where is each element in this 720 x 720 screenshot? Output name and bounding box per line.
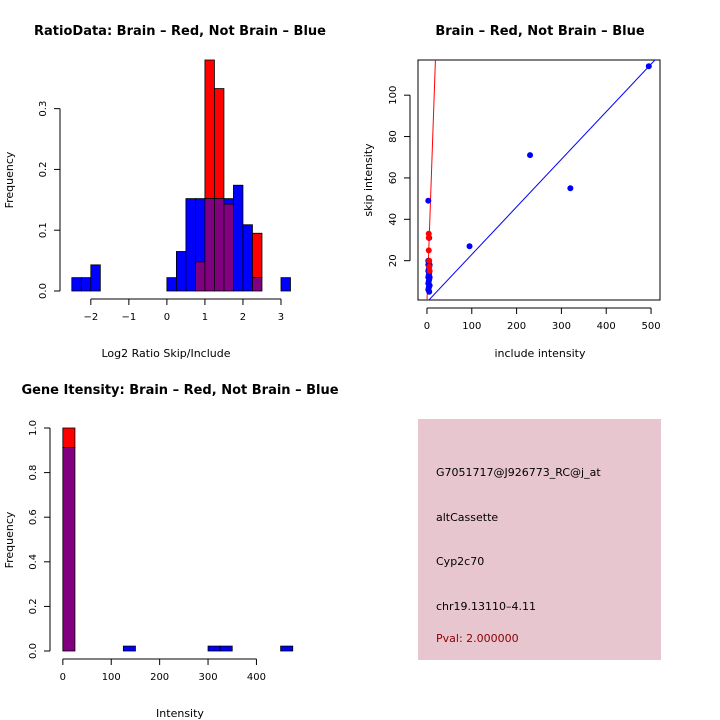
gene-x-tick-label-2: 200 [150,672,169,683]
scatter-point-notbrain-21 [426,288,433,295]
gene-histogram-ylabel: Frequency [3,511,16,568]
info-probe-id: G7051717@J926773_RC@j_at [436,466,601,479]
ratio-x-tick-label-3: 1 [202,312,208,323]
scatter-ylabel: skip intensity [362,143,375,217]
ratio-bar-notbrain-10 [233,184,244,292]
scatter-point-notbrain-23 [426,274,433,281]
gene-x-tick-label-3: 300 [198,672,217,683]
ratio-bar-notbrain-1 [80,277,92,292]
ratio-bar-notbrain-9 [223,198,234,205]
info-event-type: altCassette [436,511,498,524]
ratio-bar-notbrain-3 [166,277,177,292]
gene-y-tick-label-0: 0.0 [28,643,39,659]
ratio-x-tick-label-1: −1 [121,312,136,323]
scatter-point-notbrain-4 [567,185,574,192]
gene-y-tick-label-1: 0.2 [28,598,39,614]
gene-x-tick-label-4: 400 [247,672,266,683]
gene-x-tick-label-0: 0 [60,672,66,683]
gene-intensity-histogram: Gene Itensity: Brain – Red, Not Brain – … [3,383,339,720]
info-panel-background [418,419,661,660]
ratio-bar-notbrain-5 [185,198,196,292]
scatter-point-brain-5 [426,268,433,275]
intensity-scatter: Brain – Red, Not Brain – Blue include in… [362,24,661,360]
gene-histogram-bars [62,427,294,652]
info-pval: Pval: 2.000000 [436,632,519,645]
ratio-x-tick-label-0: −2 [83,312,98,323]
scatter-y-tick-label-0: 20 [388,254,399,267]
ratio-bar-notbrain-6 [195,198,206,263]
ratio-bar-overlap-9 [223,203,234,292]
ratio-y-tick-label-1: 0.1 [38,222,49,238]
scatter-point-brain-0 [425,230,432,237]
ratio-y-tick-label-3: 0.3 [38,101,49,117]
gene-y-tick-label-3: 0.6 [28,509,39,525]
gene-bar-notbrain-1 [122,645,136,652]
gene-bar-notbrain-4 [280,645,294,652]
scatter-y-tick-label-1: 40 [388,213,399,226]
gene-x-tick-label-1: 100 [102,672,121,683]
scatter-point-notbrain-5 [645,63,652,70]
gene-bar-brain-0 [62,427,76,448]
ratio-bar-notbrain-0 [71,277,82,292]
ratio-bar-brain-12 [252,232,263,279]
ratio-bar-notbrain-11 [242,224,253,292]
scatter-points [425,63,652,295]
ratio-histogram: RatioData: Brain – Red, Not Brain – Blue… [3,24,326,360]
ratio-histogram-axes: −2 −1 0 1 2 3 0.0 0.1 0.2 0.3 [38,101,284,323]
scatter-x-tick-label-0: 0 [424,321,430,332]
ratio-bar-overlap-6 [195,261,206,292]
ratio-bar-notbrain-2 [90,264,101,292]
info-panel: G7051717@J926773_RC@j_at altCassette Cyp… [418,419,661,660]
scatter-axes: 0 100 200 300 400 500 20 40 60 80 100 [388,86,661,332]
ratio-bar-overlap-8 [214,198,225,292]
scatter-blue-line [428,60,656,300]
ratio-histogram-bars [71,59,291,292]
scatter-x-tick-label-2: 200 [507,321,526,332]
ratio-x-tick-label-5: 3 [278,312,284,323]
scatter-point-notbrain-2 [466,243,473,250]
ratio-histogram-xlabel: Log2 Ratio Skip/Include [101,347,230,360]
scatter-y-tick-label-3: 80 [388,130,399,143]
ratio-y-tick-label-2: 0.2 [38,161,49,177]
scatter-point-brain-2 [425,247,432,254]
gene-y-tick-label-5: 1.0 [28,420,39,436]
ratio-histogram-title: RatioData: Brain – Red, Not Brain – Blue [34,24,326,39]
ratio-bar-overlap-7 [204,198,215,292]
ratio-bar-brain-8 [214,88,225,199]
scatter-lines [426,60,656,300]
scatter-x-tick-label-5: 500 [641,321,660,332]
ratio-x-tick-label-4: 2 [240,312,246,323]
ratio-histogram-ylabel: Frequency [3,151,16,208]
info-location: chr19.13110–4.11 [436,600,536,613]
ratio-x-tick-label-2: 0 [164,312,170,323]
scatter-title: Brain – Red, Not Brain – Blue [435,24,644,39]
gene-bar-notbrain-3 [219,645,233,652]
gene-bar-overlap-0 [62,447,76,652]
ratio-bar-overlap-12 [252,277,263,292]
scatter-y-tick-label-2: 60 [388,172,399,185]
scatter-point-notbrain-0 [425,197,432,204]
scatter-y-tick-label-4: 100 [388,86,399,105]
scatter-plot-box [417,59,661,301]
info-gene-name: Cyp2c70 [436,555,484,568]
ratio-bar-brain-7 [204,59,215,200]
gene-y-tick-label-2: 0.4 [28,554,39,570]
gene-histogram-title: Gene Itensity: Brain – Red, Not Brain – … [21,383,338,398]
scatter-x-tick-label-4: 400 [597,321,616,332]
scatter-point-brain-1 [425,234,432,241]
gene-bar-notbrain-2 [207,645,221,652]
scatter-point-brain-3 [426,257,433,264]
scatter-xlabel: include intensity [494,347,586,360]
gene-histogram-xlabel: Intensity [156,707,204,720]
scatter-point-notbrain-24 [426,282,433,289]
scatter-x-tick-label-3: 300 [552,321,571,332]
scatter-point-notbrain-3 [527,152,534,159]
ratio-bar-notbrain-13 [280,277,291,292]
gene-histogram-axes: 0 100 200 300 400 0.0 0.2 0.4 0.6 0.8 1.0 [28,420,266,683]
ratio-y-tick-label-0: 0.0 [38,283,49,299]
scatter-x-tick-label-1: 100 [462,321,481,332]
gene-y-tick-label-4: 0.8 [28,465,39,481]
ratio-bar-notbrain-4 [175,251,187,292]
